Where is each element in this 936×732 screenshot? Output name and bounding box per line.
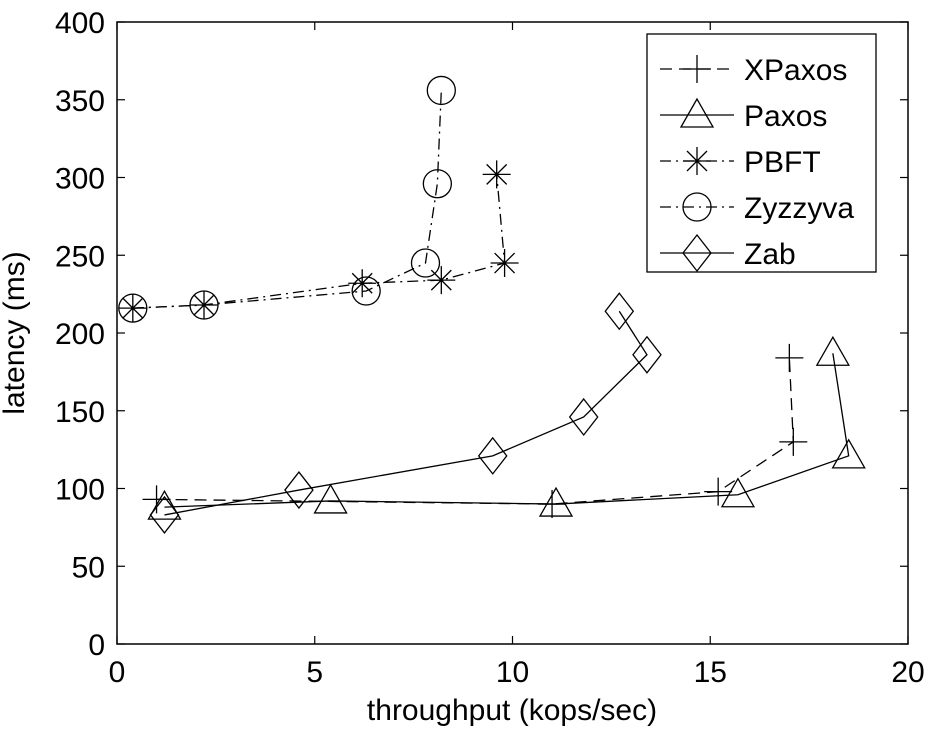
data-point-zyzzyva [189, 290, 219, 320]
y-tick-label: 250 [55, 240, 105, 273]
series-zab [149, 292, 662, 534]
data-point-paxos [147, 489, 182, 520]
y-tick-label: 300 [55, 163, 105, 196]
y-tick-label: 350 [55, 85, 105, 118]
y-tick-label: 200 [55, 318, 105, 351]
data-point-xpaxos [775, 343, 804, 372]
data-point-pbft [482, 160, 511, 189]
y-axis-label: latency (ms) [0, 251, 31, 414]
data-point-xpaxos [704, 477, 733, 506]
legend-box [646, 33, 877, 273]
legend-item-zyzzyva: Zyzzyva [660, 192, 854, 225]
legend-label-zab: Zab [744, 238, 796, 271]
data-point-zyzzyva [410, 248, 441, 278]
data-point-zab [149, 495, 180, 534]
legend-item-paxos: Paxos [660, 97, 827, 133]
data-point-paxos [720, 477, 756, 508]
y-tick-label: 0 [88, 629, 105, 662]
y-tick-label: 100 [55, 474, 105, 507]
data-point-zab [477, 436, 508, 475]
legend-marker-zyzzyva [682, 192, 712, 222]
legend-label-pbft: PBFT [744, 146, 821, 179]
data-point-zab [604, 292, 635, 331]
legend-marker-zab [682, 233, 712, 273]
x-tick-label: 10 [496, 656, 529, 689]
series-line-pbft [132, 174, 506, 309]
legend-item-pbft: PBFT [660, 146, 821, 179]
data-point-xpaxos [779, 427, 808, 456]
x-tick-label: 15 [694, 656, 727, 689]
legend-item-xpaxos: XPaxos [660, 54, 847, 87]
legend-marker-xpaxos [683, 55, 711, 83]
series-xpaxos [142, 343, 808, 519]
data-point-paxos [815, 335, 850, 366]
data-point-zyzzyva [426, 75, 456, 106]
x-tick-label: 20 [891, 656, 924, 689]
legend-label-xpaxos: XPaxos [744, 54, 847, 87]
data-point-pbft [427, 266, 456, 295]
legend-marker-pbft [683, 147, 711, 175]
series-zyzzyva [118, 75, 456, 323]
data-point-zab [284, 470, 314, 510]
data-point-zab [632, 335, 662, 374]
data-point-zyzzyva [118, 293, 148, 323]
data-point-paxos [313, 483, 348, 514]
y-tick-label: 50 [72, 551, 105, 584]
y-tick-label: 400 [55, 7, 105, 40]
x-axis-label: throughput (kops/sec) [367, 694, 657, 727]
legend-label-paxos: Paxos [744, 100, 827, 133]
data-point-zyzzyva [351, 276, 381, 306]
legend: XPaxos Paxos PBFT Zyzzyva Zab [646, 33, 877, 273]
legend-marker-paxos [679, 97, 715, 128]
series-layer [118, 75, 866, 534]
data-point-paxos [831, 438, 866, 469]
data-point-pbft [490, 249, 519, 278]
series-line-zyzzyva [132, 90, 442, 309]
legend-label-zyzzyva: Zyzzyva [744, 192, 854, 225]
series-line-zab [164, 310, 648, 516]
x-tick-label: 5 [306, 656, 323, 689]
y-tick-label: 150 [55, 396, 105, 429]
legend-item-zab: Zab [660, 233, 796, 273]
data-point-zyzzyva [422, 169, 453, 199]
x-tick-label: 0 [109, 656, 126, 689]
data-point-paxos [538, 486, 574, 517]
data-point-pbft [348, 269, 377, 298]
data-point-zab [568, 397, 599, 437]
